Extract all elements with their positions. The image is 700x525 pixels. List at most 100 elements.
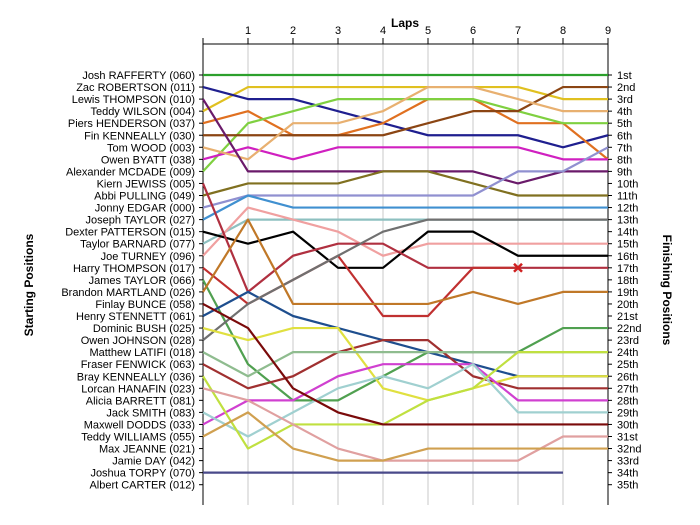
lap-tick-labels: 1 2 3 4 5 6 7 8 9 — [245, 25, 611, 37]
starting-position-label: Teddy WILSON (004) — [90, 106, 195, 118]
finishing-position-label: 5th — [617, 118, 632, 130]
series-line-8 — [202, 85, 608, 161]
starting-position-label: Joseph TAYLOR (027) — [86, 215, 195, 227]
finishing-position-label: 12th — [617, 203, 638, 215]
finishing-position-label: 26th — [617, 371, 638, 383]
x-tick-label: 8 — [560, 25, 566, 37]
starting-position-label: Abbi PULLING (049) — [94, 191, 195, 203]
starting-position-label: Joshua TORPY (070) — [90, 468, 195, 480]
retirement-x-marker — [513, 262, 523, 273]
starting-position-label: Henry STENNETT (061) — [76, 311, 195, 323]
axes — [199, 38, 612, 505]
starting-position-label: Owen BYATT (038) — [101, 154, 195, 166]
starting-position-label: Joe TURNEY (096) — [101, 251, 195, 263]
x-tick-label: 7 — [515, 25, 521, 37]
finishing-position-label: 33rd — [617, 456, 639, 468]
finishing-position-label: 17th — [617, 263, 638, 275]
x-tick-label: 3 — [335, 25, 341, 37]
starting-position-label: Maxwell DODDS (033) — [84, 419, 195, 431]
finishing-position-label: 8th — [617, 154, 632, 166]
starting-position-label: Dexter PATTERSON (015) — [65, 227, 195, 239]
starting-position-label: Finlay BUNCE (058) — [95, 299, 195, 311]
starting-position-label: Alexander MCDADE (009) — [66, 166, 195, 178]
finishing-position-label: 30th — [617, 419, 638, 431]
series-line-28 — [202, 302, 608, 426]
x-axis-title: Laps — [391, 16, 419, 30]
starting-position-label: Lorcan HANAFIN (023) — [81, 383, 195, 395]
finishing-position-label: 24th — [617, 347, 638, 359]
series-line-10 — [202, 170, 608, 197]
x-tick-label: 1 — [245, 25, 251, 37]
starting-position-label: Jonny EDGAR (000) — [95, 203, 195, 215]
series-line-15 — [202, 230, 608, 269]
series-layer — [201, 73, 609, 474]
finishing-position-label: 27th — [617, 383, 638, 395]
finishing-position-label: 11th — [617, 191, 638, 203]
finishing-position-label: 6th — [617, 130, 632, 142]
finishing-position-label: 7th — [617, 142, 632, 154]
starting-position-label: Piers HENDERSON (037) — [68, 118, 195, 130]
finishing-position-label: 34th — [617, 468, 638, 480]
starting-position-label: James TAYLOR (066) — [89, 275, 195, 287]
starting-position-label: Jack SMITH (083) — [106, 407, 195, 419]
annotation-layer — [513, 262, 523, 273]
starting-position-label: Jamie DAY (042) — [112, 456, 195, 468]
finishing-position-label: 1st — [617, 70, 632, 82]
finishing-position-label: 21st — [617, 311, 638, 323]
x-tick-label: 2 — [290, 25, 296, 37]
finishing-position-labels: 1st2nd3rd4th5th6th7th8th9th10th11th12th1… — [617, 70, 641, 492]
finishing-position-label: 16th — [617, 251, 638, 263]
starting-position-label: Bray KENNEALLY (036) — [77, 371, 195, 383]
starting-position-label: Taylor BARNARD (077) — [80, 239, 195, 251]
finishing-position-label: 14th — [617, 227, 638, 239]
starting-position-label: Kiern JEWISS (005) — [97, 178, 195, 190]
series-line-25 — [202, 363, 608, 426]
finishing-position-label: 15th — [617, 239, 638, 251]
finishing-position-label: 18th — [617, 275, 638, 287]
starting-position-label: Dominic BUSH (025) — [93, 323, 195, 335]
starting-position-label: Albert CARTER (012) — [89, 480, 195, 492]
starting-position-label: Fraser FENWICK (063) — [81, 359, 195, 371]
series-line-16 — [201, 183, 608, 293]
finishing-position-label: 25th — [617, 359, 638, 371]
marker-stroke — [513, 262, 523, 273]
finishing-position-label: 35th — [617, 480, 638, 492]
finishing-position-label: 22nd — [617, 323, 641, 335]
starting-position-label: Harry THOMPSON (017) — [73, 263, 195, 275]
series-line-7 — [202, 146, 608, 161]
x-tick-label: 9 — [605, 25, 611, 37]
x-tick-label: 4 — [380, 25, 386, 37]
starting-position-label: Matthew LATIFI (018) — [89, 347, 195, 359]
starting-position-label: Lewis THOMPSON (010) — [72, 94, 195, 106]
finishing-position-label: 23rd — [617, 335, 639, 347]
finishing-position-label: 3rd — [617, 94, 633, 106]
finishing-position-label: 32nd — [617, 444, 641, 456]
finishing-position-label: 4th — [617, 106, 632, 118]
starting-position-labels: Josh RAFFERTY (060)Zac ROBERTSON (011)Le… — [61, 70, 195, 492]
starting-position-label: Owen JOHNSON (028) — [81, 335, 195, 347]
starting-position-label: Alicia BARRETT (081) — [86, 395, 195, 407]
starting-position-label: Teddy WILLIAMS (055) — [81, 432, 195, 444]
series-line-27 — [202, 351, 608, 450]
starting-position-label: Josh RAFFERTY (060) — [82, 70, 195, 82]
starting-position-label: Fin KENNEALLY (030) — [84, 130, 195, 142]
finishing-position-label: 9th — [617, 166, 632, 178]
series-line-30 — [202, 411, 608, 462]
series-line-22 — [202, 218, 608, 306]
series-line-12 — [202, 194, 608, 221]
series-line-11 — [202, 146, 609, 209]
series-line-21 — [202, 218, 608, 341]
finishing-position-label: 13th — [617, 215, 638, 227]
series-line-26 — [202, 363, 608, 438]
starting-position-label: Tom WOOD (003) — [107, 142, 195, 154]
finishing-position-label: 2nd — [617, 82, 635, 94]
finishing-position-label: 28th — [617, 395, 638, 407]
y-axis-title-right: Finishing Positions — [660, 235, 674, 346]
finishing-position-label: 29th — [617, 407, 638, 419]
starting-position-label: Max JEANNE (021) — [99, 444, 195, 456]
starting-position-label: Zac ROBERTSON (011) — [76, 82, 195, 94]
starting-position-label: Brandon MARTLAND (026) — [61, 287, 195, 299]
x-tick-label: 5 — [425, 25, 431, 37]
series-line-2 — [202, 85, 608, 113]
